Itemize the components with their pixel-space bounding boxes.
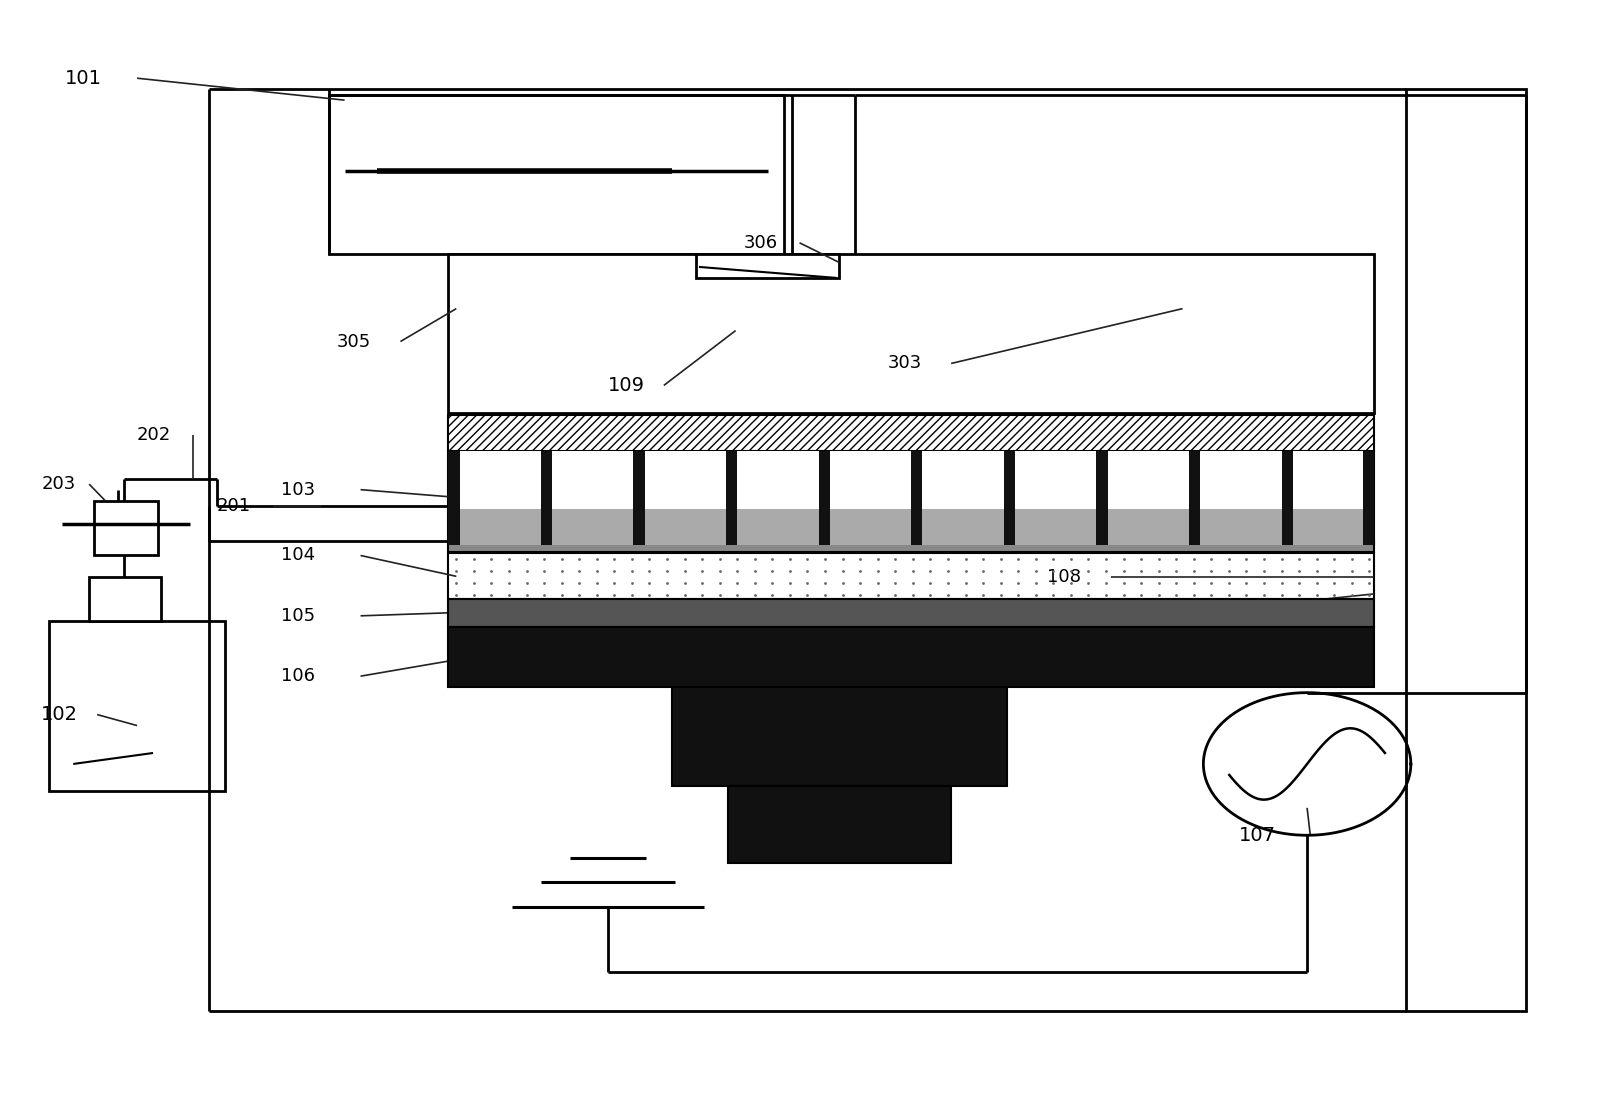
Bar (644, 451, 726, 509)
Bar (448, 254, 1374, 412)
Bar (1281, 451, 1292, 544)
Text: 101: 101 (66, 68, 102, 88)
Bar (737, 509, 819, 544)
Bar (448, 627, 1374, 688)
Bar (1097, 451, 1108, 544)
Bar (696, 254, 839, 278)
Bar (923, 451, 1004, 509)
Bar (633, 451, 644, 544)
Bar (1004, 451, 1015, 544)
Text: 304: 304 (1047, 613, 1081, 630)
Bar (1108, 509, 1190, 544)
Bar (1292, 509, 1374, 544)
Bar (448, 553, 1374, 600)
Bar (1406, 89, 1525, 1011)
Bar (329, 95, 784, 254)
Bar (459, 451, 540, 509)
Text: 306: 306 (744, 234, 777, 252)
Text: 102: 102 (42, 705, 78, 724)
Text: 201: 201 (217, 497, 251, 515)
Bar (552, 509, 633, 544)
Bar (50, 621, 225, 791)
Bar (644, 509, 726, 544)
Bar (1292, 451, 1374, 509)
Bar (448, 451, 1374, 544)
Bar (672, 688, 1007, 785)
Text: 110: 110 (1047, 525, 1081, 542)
Text: 202: 202 (138, 426, 171, 443)
Bar (830, 451, 911, 509)
Text: 103: 103 (281, 481, 315, 498)
Bar (1201, 451, 1281, 509)
Bar (1015, 451, 1097, 509)
Text: 105: 105 (281, 607, 315, 625)
Text: 305: 305 (337, 332, 371, 351)
Text: 104: 104 (281, 547, 315, 564)
Text: 303: 303 (887, 354, 921, 373)
Text: 106: 106 (281, 668, 315, 685)
Bar (94, 500, 158, 556)
Text: 203: 203 (42, 475, 75, 493)
Bar (1362, 451, 1374, 544)
Bar (911, 451, 923, 544)
Text: 107: 107 (1239, 826, 1276, 845)
Bar (1015, 509, 1097, 544)
Bar (448, 600, 1374, 627)
Bar (540, 451, 552, 544)
Bar (1201, 509, 1281, 544)
Bar (552, 451, 633, 509)
Bar (728, 785, 951, 862)
Bar (448, 415, 1374, 451)
Bar (90, 578, 161, 621)
Bar (737, 451, 819, 509)
Text: 108: 108 (1047, 569, 1081, 586)
Bar (448, 451, 459, 544)
Text: 109: 109 (608, 376, 644, 395)
Bar (923, 509, 1004, 544)
Bar (1190, 451, 1201, 544)
Bar (448, 541, 1374, 552)
Text: 302: 302 (1047, 481, 1081, 498)
Bar (819, 451, 830, 544)
Bar (726, 451, 737, 544)
Bar (830, 509, 911, 544)
Bar (1108, 451, 1190, 509)
Bar (459, 509, 540, 544)
